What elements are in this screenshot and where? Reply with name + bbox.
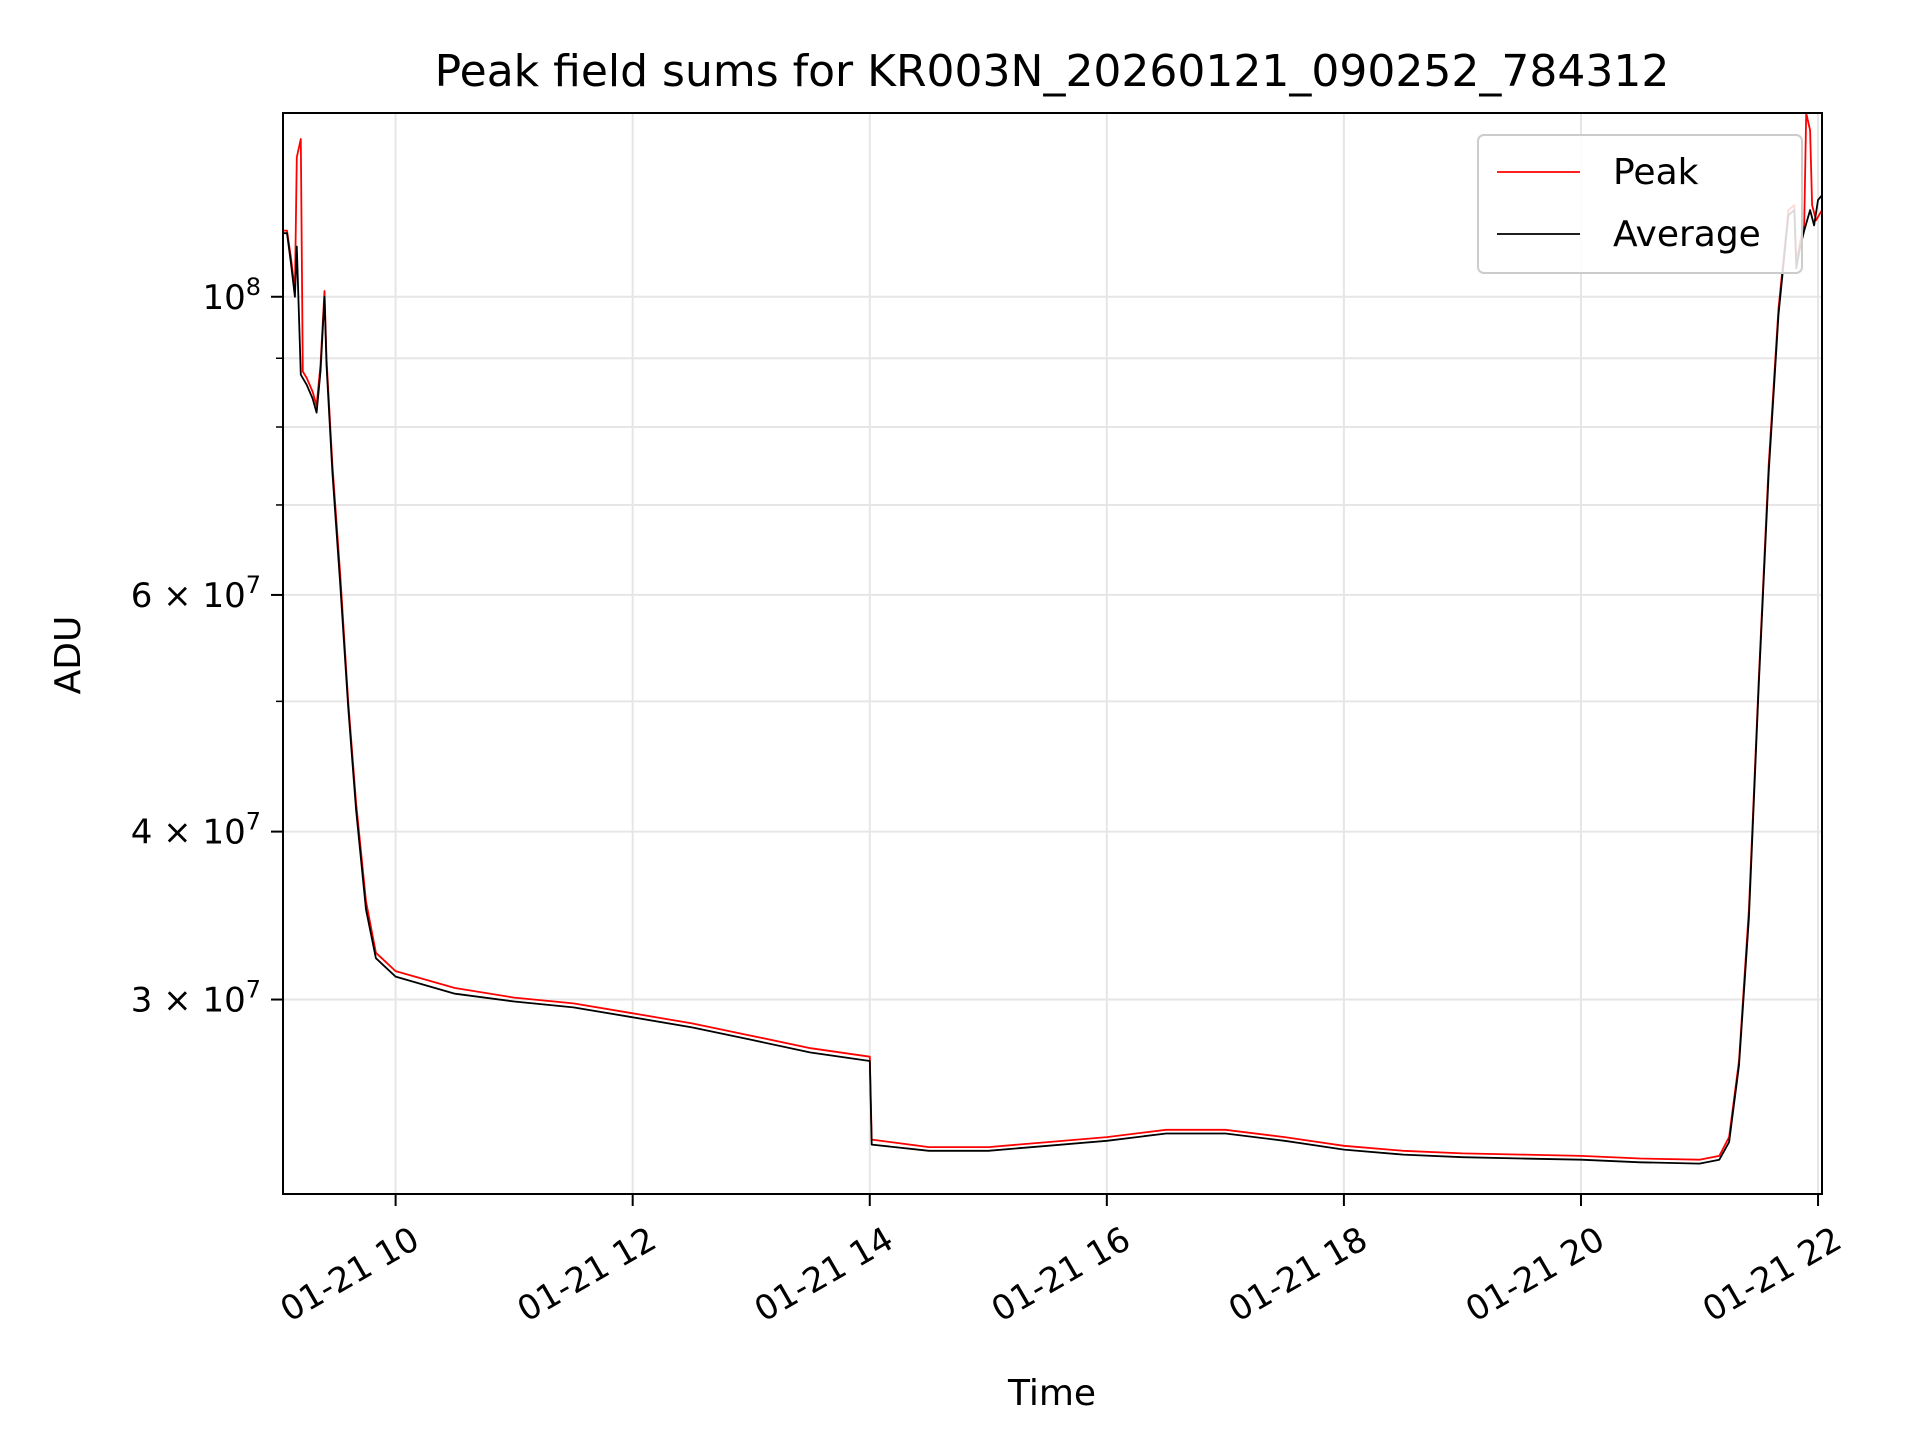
legend: Peak Average — [1477, 134, 1803, 274]
chart-title: Peak field sums for KR003N_20260121_0902… — [435, 46, 1670, 97]
y-tick-label: 6 × 107 — [131, 571, 261, 616]
legend-box — [1477, 134, 1803, 274]
plot-frame — [282, 112, 1823, 1195]
y-tick-label: 3 × 107 — [131, 976, 261, 1021]
y-tick-exponent: 7 — [246, 976, 261, 1004]
y-axis-label: ADU — [48, 616, 89, 695]
y-tick-exponent: 7 — [246, 571, 261, 599]
plot-series — [283, 112, 1823, 1165]
y-tick-exponent: 8 — [246, 273, 261, 301]
legend-peak-label: Peak — [1613, 152, 1699, 193]
legend-average-label: Average — [1613, 214, 1761, 255]
y-tick-label: 4 × 107 — [131, 808, 261, 853]
series-line-average — [283, 194, 1823, 1165]
grid-lines — [283, 113, 1822, 1194]
x-axis-label: Time — [1007, 1373, 1096, 1414]
y-tick-label: 108 — [202, 273, 261, 318]
y-tick-exponent: 7 — [246, 808, 261, 836]
